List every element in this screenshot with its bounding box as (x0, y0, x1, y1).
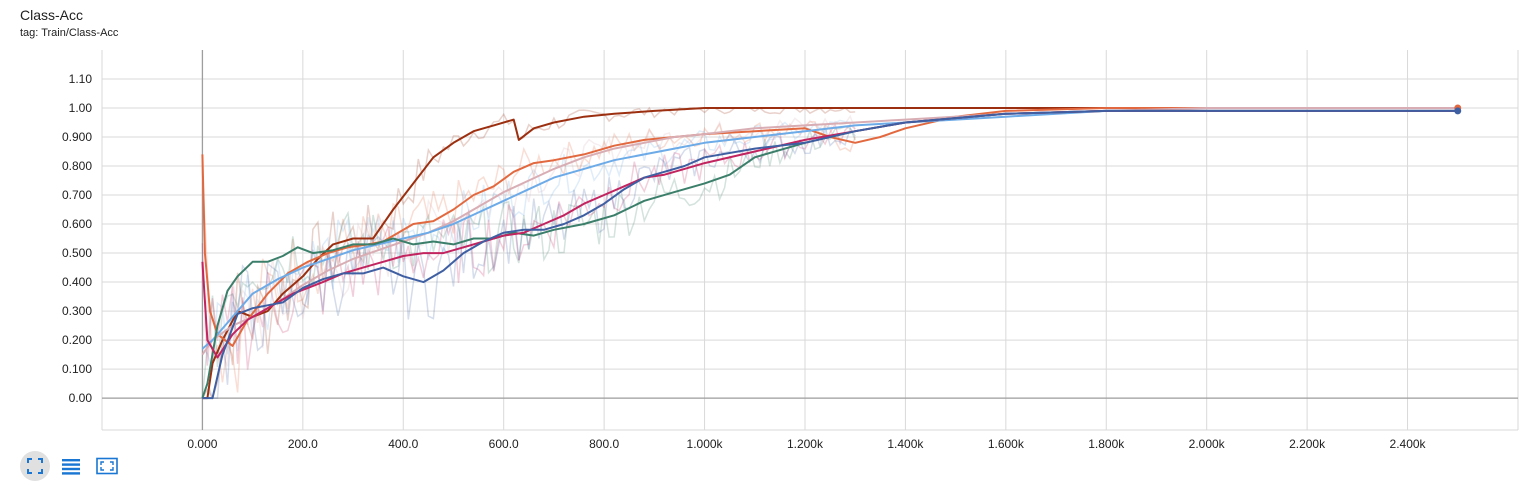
x-tick-label: 1.200k (787, 437, 824, 450)
x-tick-label: 2.000k (1189, 437, 1226, 450)
series-line[interactable] (201, 107, 1458, 356)
endpoint-markers (1454, 104, 1462, 115)
raw-series-line (201, 121, 856, 393)
expand-chart-button[interactable] (92, 451, 122, 481)
x-tick-label: 800.0 (589, 437, 619, 450)
y-tick-label: 0.800 (62, 159, 92, 173)
x-tick-label: 400.0 (388, 437, 418, 450)
raw-series-line (201, 126, 856, 399)
x-tick-label: 1.600k (988, 437, 1025, 450)
series-line[interactable] (202, 107, 1458, 400)
y-tick-label: 0.300 (62, 304, 92, 318)
y-axis-ticks: 0.00 0.100 0.200 0.300 0.400 0.500 0.600 0.700 0… (62, 72, 92, 405)
x-tick-label: 600.0 (489, 437, 519, 450)
chart-tag: tag: Train/Class-Acc (20, 27, 119, 39)
y-tick-label: 0.700 (62, 188, 92, 202)
series-line[interactable] (202, 109, 1458, 400)
expand-chart-icon (96, 457, 118, 475)
y-tick-label: 1.00 (69, 101, 93, 115)
series-line[interactable] (201, 107, 1458, 347)
x-axis-ticks: 0.000 200.0 400.0 600.0 800.0 1.000k 1.200k 1.4… (187, 437, 1426, 450)
y-tick-label: 0.900 (62, 130, 92, 144)
data-table-button[interactable] (56, 451, 86, 481)
x-tick-label: 200.0 (288, 437, 318, 450)
chart-plot[interactable]: 0.00 0.100 0.200 0.300 0.400 0.500 0.600 0.700 0… (0, 0, 1533, 450)
x-tick-label: 2.200k (1289, 437, 1326, 450)
raw-series-line (201, 119, 856, 372)
y-tick-label: 0.200 (62, 333, 92, 347)
y-tick-label: 0.500 (62, 246, 92, 260)
fit-domain-icon (27, 458, 43, 474)
y-tick-label: 1.10 (69, 72, 93, 86)
y-tick-label: 0.100 (62, 362, 92, 376)
fit-domain-button[interactable] (20, 451, 50, 481)
data-table-icon (62, 459, 80, 475)
chart-toolbar (20, 451, 122, 481)
smoothed-series-layer (201, 107, 1458, 400)
chart-title: Class-Acc (20, 7, 84, 23)
series-endpoint (1454, 107, 1462, 115)
x-tick-label: 1.800k (1088, 437, 1125, 450)
y-tick-label: 0.400 (62, 275, 92, 289)
x-tick-label: 2.400k (1390, 437, 1427, 450)
y-tick-label: 0.00 (69, 391, 93, 405)
x-tick-label: 1.000k (687, 437, 724, 450)
x-tick-label: 1.400k (887, 437, 924, 450)
y-tick-label: 0.600 (62, 217, 92, 231)
x-tick-label: 0.000 (187, 437, 217, 450)
